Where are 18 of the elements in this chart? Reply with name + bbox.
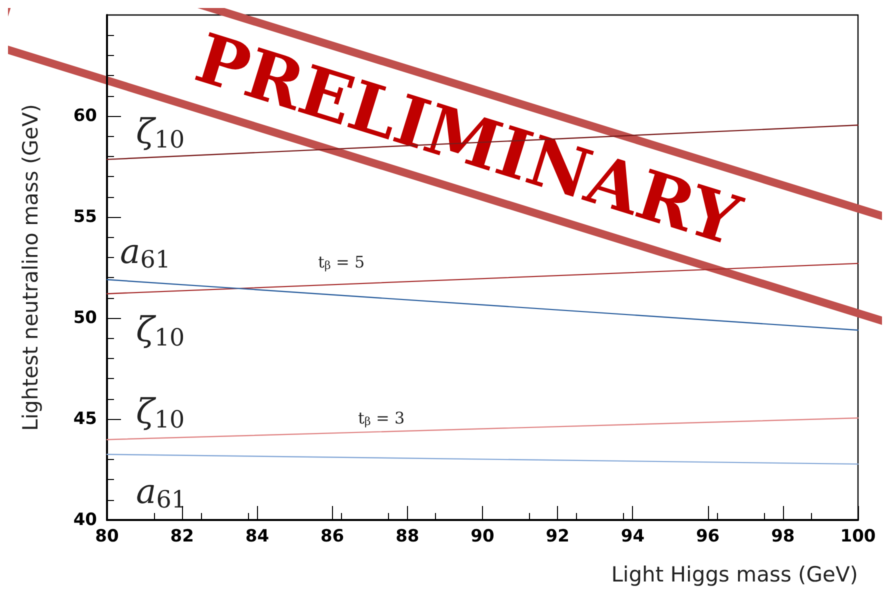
y-tick-label: 40: [73, 510, 98, 530]
x-tick-label: 82: [170, 526, 194, 546]
y-tick-label: 50: [73, 308, 98, 328]
x-tick-label: 84: [245, 526, 270, 546]
x-tick-label: 98: [771, 526, 795, 546]
y-tick-label: 45: [73, 409, 97, 429]
x-tick-label: 90: [470, 526, 494, 546]
x-tick-label: 92: [546, 526, 570, 546]
y-axis-title: Lightest neutralino mass (GeV): [18, 104, 42, 431]
y-tick-label: 55: [73, 207, 97, 227]
x-tick-label: 94: [620, 526, 645, 546]
y-tick-label: 60: [73, 106, 98, 126]
x-axis-title: Light Higgs mass (GeV): [611, 562, 858, 586]
x-tick-label: 86: [320, 526, 344, 546]
x-tick-label: 88: [396, 526, 420, 546]
x-tick-label: 96: [696, 526, 720, 546]
x-tick-label: 80: [95, 526, 119, 546]
x-tick-label: 100: [840, 526, 876, 546]
